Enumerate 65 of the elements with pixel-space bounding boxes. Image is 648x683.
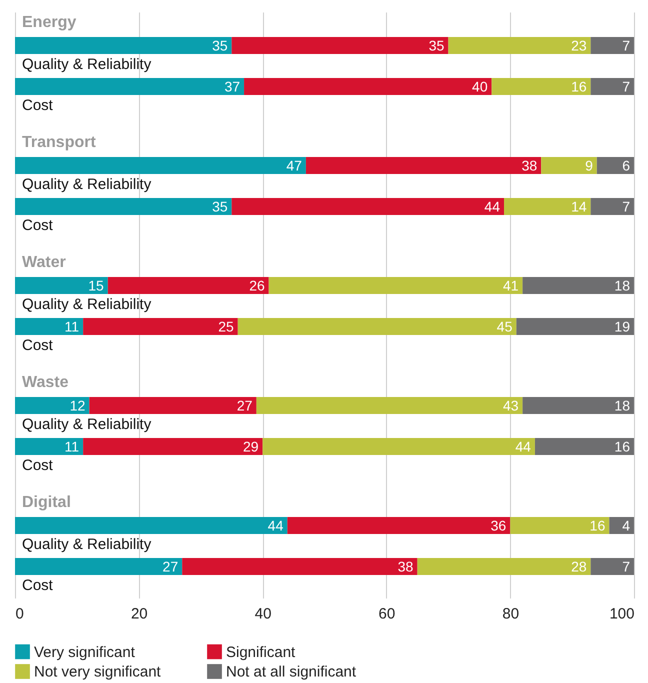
data-label: 44: [484, 198, 500, 214]
data-label: 16: [614, 438, 630, 454]
x-tick-label: 80: [502, 606, 520, 622]
data-label: 41: [503, 278, 519, 294]
x-tick-label: 0: [16, 606, 24, 622]
data-label: 7: [622, 558, 630, 574]
y-tick-label: Quality & Reliability: [22, 536, 152, 553]
legend-label: Very significant: [34, 644, 136, 661]
y-tick-label: Cost: [22, 577, 54, 594]
legend-label: Not at all significant: [226, 664, 357, 680]
data-label: 38: [522, 158, 538, 174]
annotation: Energy: [22, 14, 76, 31]
data-label: 44: [515, 438, 532, 454]
annotation: Transport: [22, 134, 96, 151]
y-tick-label: Quality & Reliability: [22, 176, 152, 193]
data-label: 7: [622, 198, 630, 214]
data-label: 16: [590, 518, 606, 534]
data-label: 15: [88, 278, 104, 294]
y-tick-label: Cost: [22, 457, 54, 474]
data-label: 6: [622, 158, 630, 174]
data-label: 14: [571, 198, 587, 214]
data-label: 19: [614, 318, 630, 334]
data-label: 26: [249, 278, 265, 294]
x-tick-label: 60: [378, 606, 396, 622]
data-label: 7: [622, 38, 630, 54]
data-label: 43: [503, 398, 519, 414]
legend-label: Not very significant: [34, 664, 162, 680]
data-label: 25: [218, 318, 234, 334]
data-label: 9: [585, 158, 594, 174]
data-label: 36: [490, 518, 506, 534]
data-label: 35: [212, 198, 228, 214]
data-label: 11: [64, 318, 80, 334]
data-label: 35: [212, 38, 228, 54]
data-label: 12: [70, 398, 86, 414]
x-tick-label: 40: [254, 606, 272, 622]
y-tick-label: Cost: [22, 217, 54, 234]
data-label: 11: [64, 438, 80, 454]
legend-label: Significant: [226, 644, 296, 661]
data-label: 23: [571, 38, 587, 54]
y-tick-label: Quality & Reliability: [22, 416, 152, 433]
data-label: 7: [622, 78, 630, 94]
annotation: Waste: [22, 374, 69, 391]
x-tick-label: 100: [609, 606, 634, 622]
annotation: Digital: [22, 494, 71, 511]
data-label: 4: [622, 518, 630, 534]
y-tick-label: Quality & Reliability: [22, 296, 152, 313]
data-label: 18: [614, 398, 630, 414]
y-tick-label: Quality & Reliability: [22, 56, 152, 73]
data-label: 47: [286, 158, 302, 174]
data-label: 38: [398, 558, 414, 574]
data-label: 18: [614, 278, 630, 294]
y-tick-label: Cost: [22, 337, 54, 354]
x-tick-label: 20: [130, 606, 148, 622]
data-label: 16: [571, 78, 587, 94]
data-label: 27: [162, 558, 178, 574]
data-label: 29: [243, 438, 259, 454]
data-label: 28: [571, 558, 587, 574]
data-label: 44: [268, 518, 284, 534]
data-label: 35: [428, 38, 445, 54]
data-label: 37: [224, 78, 240, 94]
data-label: 40: [472, 78, 488, 94]
data-label: 45: [496, 318, 513, 334]
data-label: 27: [236, 398, 253, 414]
y-tick-label: Cost: [22, 97, 54, 114]
annotation: Water: [22, 254, 66, 271]
